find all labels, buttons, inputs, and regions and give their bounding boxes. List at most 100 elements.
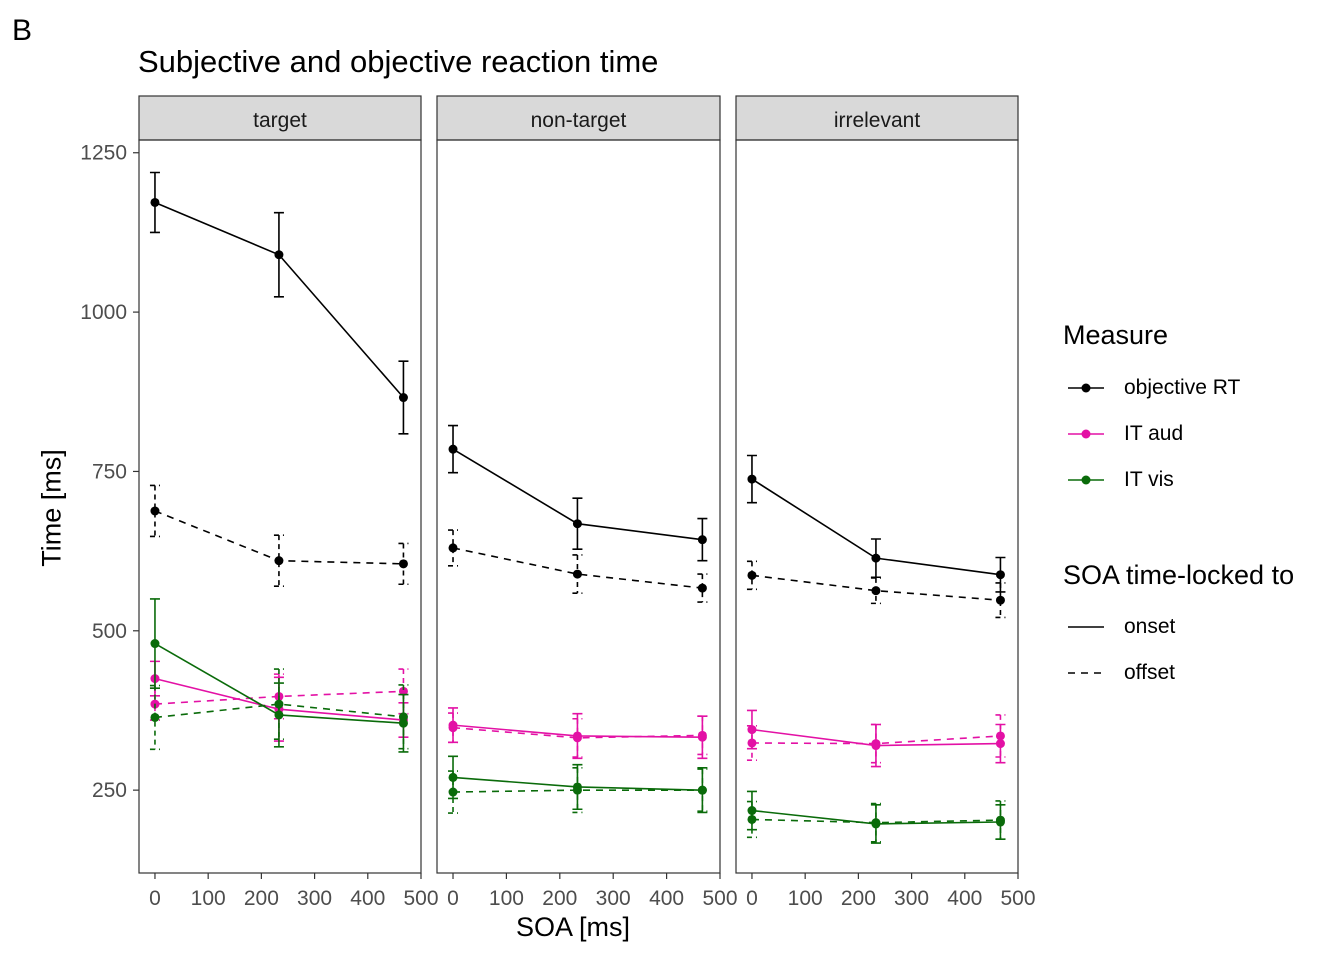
series-irrelevant-objective-rt-onset-point: [871, 553, 881, 563]
legend-lock-title: SOA time-locked to: [1063, 560, 1295, 590]
series-non-target-it-aud-offset-errorbar: [448, 712, 459, 744]
y-tick-label: 1000: [80, 301, 127, 324]
x-tick-label: 300: [596, 887, 631, 910]
legend-label-it-aud: IT aud: [1124, 422, 1184, 445]
y-tick-label: 1250: [80, 142, 127, 165]
series-non-target-it-vis-offset-point: [697, 785, 707, 795]
series-non-target-it-aud-offset-point: [448, 723, 458, 733]
series-irrelevant-objective-rt-offset-point: [747, 570, 757, 580]
panel-letter: B: [12, 14, 33, 47]
x-tick-label: 400: [350, 887, 385, 910]
series-irrelevant-it-vis-offset-point: [995, 815, 1005, 825]
series-irrelevant-objective-rt-onset-point: [747, 474, 757, 484]
series-non-target-objective-rt-onset-point: [572, 519, 582, 529]
series-non-target-it-aud-offset-line: [452, 726, 703, 739]
series-irrelevant-it-vis-offset-errorbar: [746, 800, 757, 839]
series-target-objective-rt-onset-point: [150, 197, 160, 207]
series-target-it-aud-offset-point: [398, 686, 408, 696]
series-non-target-objective-rt-onset-point: [448, 444, 458, 454]
legend-key-objective-rt-point: [1081, 383, 1091, 393]
legend-label-it-vis: IT vis: [1124, 468, 1174, 491]
x-tick-label: 100: [489, 887, 524, 910]
facet-label-non-target: non-target: [531, 109, 627, 132]
series-non-target-objective-rt-offset-point: [572, 569, 582, 579]
series-non-target-it-aud-offset-point: [697, 730, 707, 740]
series-target-objective-rt-offset-errorbar: [149, 484, 160, 538]
series-target-objective-rt-onset-point: [274, 250, 284, 260]
y-tick-label: 250: [92, 779, 127, 802]
series-irrelevant-objective-rt-onset-point: [995, 570, 1005, 580]
series-irrelevant-objective-rt-offset-point: [871, 586, 881, 596]
x-tick-label: 500: [403, 887, 438, 910]
series-non-target-it-vis-offset-line: [453, 789, 703, 793]
series-non-target-objective-rt-offset-point: [697, 583, 707, 593]
facet-panel-irrelevant: [735, 139, 1019, 874]
series-non-target-objective-rt-offset-line: [452, 547, 703, 589]
series-target-it-vis-offset-point: [274, 699, 284, 709]
series-irrelevant-objective-rt-offset-errorbar: [995, 582, 1006, 619]
series-irrelevant-it-vis-offset-line: [751, 818, 1001, 824]
x-tick-label: 500: [1000, 887, 1035, 910]
facet-strip-non-target: [436, 95, 721, 141]
facet-label-irrelevant: irrelevant: [834, 109, 921, 132]
series-target-it-vis-offset-point: [150, 712, 160, 722]
series-target-objective-rt-offset-point: [398, 559, 408, 569]
x-axis-label: SOA [ms]: [516, 912, 631, 942]
x-tick-label: 300: [297, 887, 332, 910]
series-non-target-it-aud-offset-point: [572, 733, 582, 743]
series-irrelevant-objective-rt-offset-line: [751, 574, 1001, 601]
series-target-it-vis-offset-point: [398, 712, 408, 722]
chart-title: Subjective and objective reaction time: [138, 44, 659, 79]
y-tick-label: 750: [92, 460, 127, 483]
x-tick-label: 100: [788, 887, 823, 910]
x-tick-label: 0: [447, 887, 459, 910]
series-target-it-vis-onset-point: [150, 639, 160, 649]
x-tick-label: 200: [841, 887, 876, 910]
series-target-it-aud-offset-line: [154, 690, 404, 705]
series-target-objective-rt-offset-errorbar: [273, 534, 284, 587]
x-tick-label: 300: [894, 887, 929, 910]
x-tick-label: 500: [702, 887, 737, 910]
x-tick-label: 400: [947, 887, 982, 910]
facet-strip-target: [138, 95, 422, 141]
series-target-objective-rt-offset-point: [274, 556, 284, 566]
facet-strip-irrelevant: [735, 95, 1019, 141]
series-irrelevant-it-aud-offset-point: [995, 731, 1005, 741]
x-tick-label: 0: [149, 887, 161, 910]
series-target-objective-rt-offset-point: [150, 506, 160, 516]
series-irrelevant-it-aud-offset-errorbar: [746, 724, 757, 761]
y-tick-label: 500: [92, 620, 127, 643]
series-non-target-objective-rt-offset-errorbar: [697, 573, 708, 603]
x-tick-label: 200: [244, 887, 279, 910]
series-irrelevant-objective-rt-offset-point: [995, 595, 1005, 605]
series-irrelevant-objective-rt-offset-errorbar: [746, 560, 757, 591]
series-irrelevant-it-aud-offset-point: [871, 739, 881, 749]
series-non-target-it-vis-offset-point: [448, 787, 458, 797]
legend-key-it-vis-point: [1081, 475, 1091, 485]
legend-measure-title: Measure: [1063, 320, 1169, 350]
series-irrelevant-it-vis-offset-point: [871, 818, 881, 828]
x-tick-label: 100: [191, 887, 226, 910]
x-tick-label: 400: [649, 887, 684, 910]
series-irrelevant-it-aud-offset-point: [747, 738, 757, 748]
series-non-target-it-vis-offset-point: [572, 785, 582, 795]
series-non-target-objective-rt-offset-errorbar: [448, 529, 459, 567]
series-irrelevant-it-vis-onset-point: [747, 806, 757, 816]
series-non-target-objective-rt-offset-point: [448, 543, 458, 553]
series-target-it-vis-offset-line: [154, 703, 404, 719]
facet-label-target: target: [253, 109, 307, 132]
series-irrelevant-it-vis-offset-point: [747, 814, 757, 824]
series-non-target-it-vis-onset-point: [448, 772, 458, 782]
legend-key-it-aud-point: [1081, 429, 1091, 439]
x-tick-label: 200: [542, 887, 577, 910]
facet-panel-target: [138, 139, 422, 874]
series-target-objective-rt-onset-point: [398, 393, 408, 403]
legend-label-objective-rt: objective RT: [1124, 376, 1241, 399]
series-target-it-vis-offset-errorbar: [273, 668, 284, 740]
facet-panel-non-target: [436, 139, 721, 874]
series-non-target-objective-rt-onset-point: [697, 535, 707, 545]
legend-label-onset: onset: [1124, 615, 1176, 638]
legend-label-offset: offset: [1124, 661, 1175, 684]
x-tick-label: 0: [746, 887, 758, 910]
